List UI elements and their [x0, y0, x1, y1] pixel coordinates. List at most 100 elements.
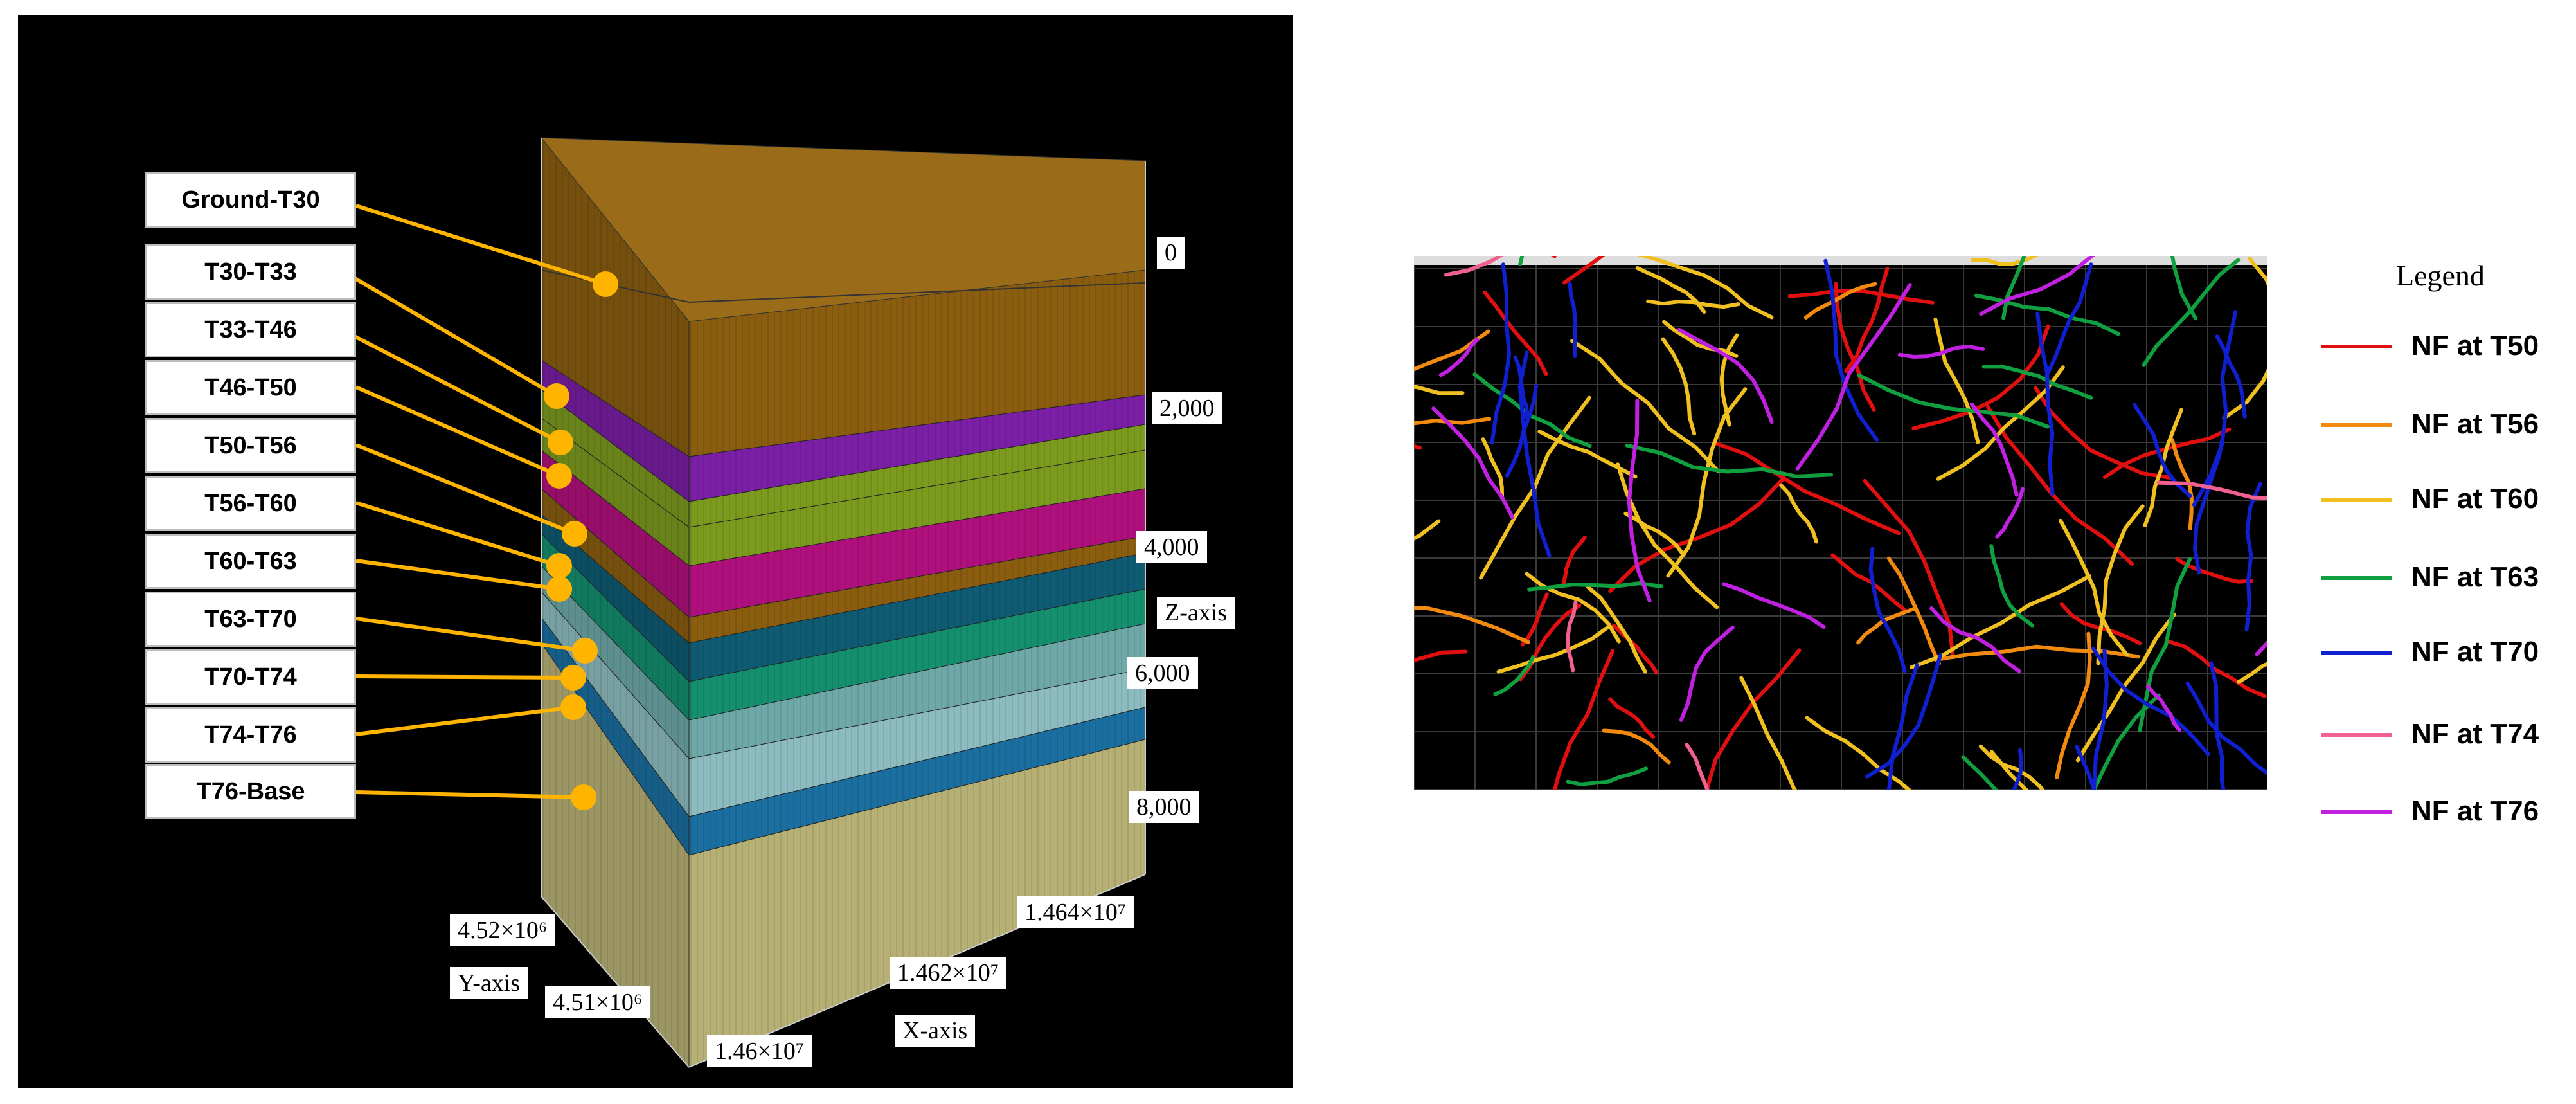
layer-label-t74-t76: T74-T76	[145, 707, 356, 763]
fracture-trace	[1666, 387, 1748, 578]
fracture-trace	[1611, 623, 1659, 675]
fracture-trace	[1981, 365, 2093, 400]
fracture-trace	[1483, 290, 1548, 376]
pointer-line	[355, 443, 576, 536]
fracture-trace	[1969, 402, 2019, 497]
layer-label-t60-t63: T60-T63	[145, 534, 356, 589]
fracture-trace	[1552, 649, 1615, 790]
fracture-trace	[1623, 511, 1686, 557]
pointer-dot	[560, 694, 586, 720]
fracture-trace	[2091, 648, 2109, 790]
pointer-dot	[593, 271, 618, 297]
legend-title: Legend	[2396, 259, 2485, 292]
fracture-trace	[1414, 606, 1530, 644]
geological-model-panel	[18, 15, 1293, 1088]
fracture-trace	[1414, 649, 1468, 663]
fracture-trace	[1803, 282, 1877, 320]
fracture-trace	[1444, 256, 1504, 277]
fracture-trace	[2091, 646, 2210, 756]
fracture-trace	[2193, 430, 2226, 575]
z-axis-title: Z-axis	[1157, 597, 1235, 629]
legend-swatch	[2321, 498, 2392, 502]
x-tick-2: 1.462×10⁷	[890, 957, 1007, 989]
pointer-line	[355, 501, 560, 568]
fracture-trace	[1679, 625, 1735, 722]
fracture-trace	[2001, 256, 2026, 320]
fracture-trace	[1929, 606, 2021, 673]
fracture-trace	[1414, 417, 1492, 426]
layer-label-t56-t60: T56-T60	[145, 476, 356, 531]
legend-swatch	[2321, 651, 2392, 655]
legend-label: NF at T60	[2411, 483, 2539, 514]
fracture-trace	[1974, 293, 2120, 336]
layer-label-t30-t33: T30-T33	[145, 244, 356, 300]
z-tick-2000: 2,000	[1152, 392, 1222, 424]
layer-label-t33-t46: T33-T46	[145, 302, 356, 357]
fracture-trace	[2156, 480, 2267, 500]
pointer-dot	[544, 383, 569, 409]
fracture-trace	[1490, 262, 1512, 445]
z-tick-4000: 4,000	[1136, 531, 1207, 563]
fracture-trace	[1719, 333, 1739, 427]
fracture-trace	[1608, 476, 1785, 593]
legend-item-nf-at-t56: NF at T56	[2321, 405, 2572, 444]
fracture-trace	[1562, 256, 1606, 285]
fracture-trace	[1438, 338, 1480, 377]
layer-label-t50-t56: T50-T56	[145, 418, 356, 473]
legend-item-nf-at-t76: NF at T76	[2321, 792, 2572, 831]
fracture-trace	[1493, 655, 1535, 696]
pointer-dot	[560, 665, 586, 691]
fracture-trace	[1513, 355, 1529, 419]
fracture-trace	[2096, 504, 2145, 665]
fracture-trace	[1961, 755, 1998, 790]
fracture-trace	[2236, 662, 2267, 684]
fracture-trace	[1995, 487, 2025, 539]
fracture-trace	[1637, 256, 1774, 320]
fracture-trace	[1805, 716, 1912, 790]
pointer-line	[355, 674, 574, 680]
x-axis-title: X-axis	[895, 1015, 976, 1047]
fracture-trace	[1661, 337, 1697, 436]
legend-item-nf-at-t63: NF at T63	[2321, 558, 2572, 597]
fracture-trace	[1933, 317, 1980, 444]
fracture-trace	[1886, 556, 1941, 665]
fracture-trace	[2215, 334, 2247, 419]
fracture-trace	[1739, 676, 1798, 790]
fracture-trace	[1662, 320, 1739, 358]
fracture-trace	[1971, 256, 2039, 266]
fracture-trace	[1561, 536, 1587, 589]
fracture-trace	[1496, 625, 1610, 674]
fracture-trace	[1635, 266, 1706, 314]
pointer-dot	[546, 463, 572, 489]
fracture-trace	[1868, 547, 1907, 673]
fracture-trace	[2142, 258, 2241, 367]
fracture-trace	[1979, 256, 2095, 316]
y-axis-line	[541, 896, 690, 1068]
fracture-trace	[1933, 644, 2140, 662]
x-tick-1: 1.46×10⁷	[707, 1035, 812, 1067]
fracture-trace	[2145, 684, 2182, 733]
layer-label-t46-t50: T46-T50	[145, 360, 356, 415]
fracture-trace	[1521, 592, 1549, 647]
fracture-trace	[1911, 324, 2050, 430]
legend-item-nf-at-t50: NF at T50	[2321, 327, 2572, 365]
y-axis-title: Y-axis	[450, 967, 528, 999]
pointer-line	[355, 385, 560, 478]
legend-item-nf-at-t74: NF at T74	[2321, 715, 2572, 754]
legend-swatch	[2321, 423, 2392, 427]
z-tick-8000: 8,000	[1129, 791, 1199, 823]
pointer-line	[355, 559, 560, 591]
pointer-line	[339, 327, 562, 444]
fracture-trace	[2059, 518, 2129, 657]
fracture-trace	[1481, 437, 1505, 500]
fracture-trace	[1909, 574, 2092, 669]
fracture-trace	[1863, 478, 1955, 660]
fracture-trace	[1586, 584, 1647, 674]
fracture-trace	[1517, 350, 1552, 558]
fracture-trace	[1570, 339, 1721, 474]
fracture-trace	[1985, 404, 2134, 566]
fracture-trace	[1844, 267, 1890, 374]
legend-swatch	[2321, 576, 2392, 580]
fracture-trace	[2165, 639, 2267, 698]
legend-swatch	[2321, 733, 2392, 737]
